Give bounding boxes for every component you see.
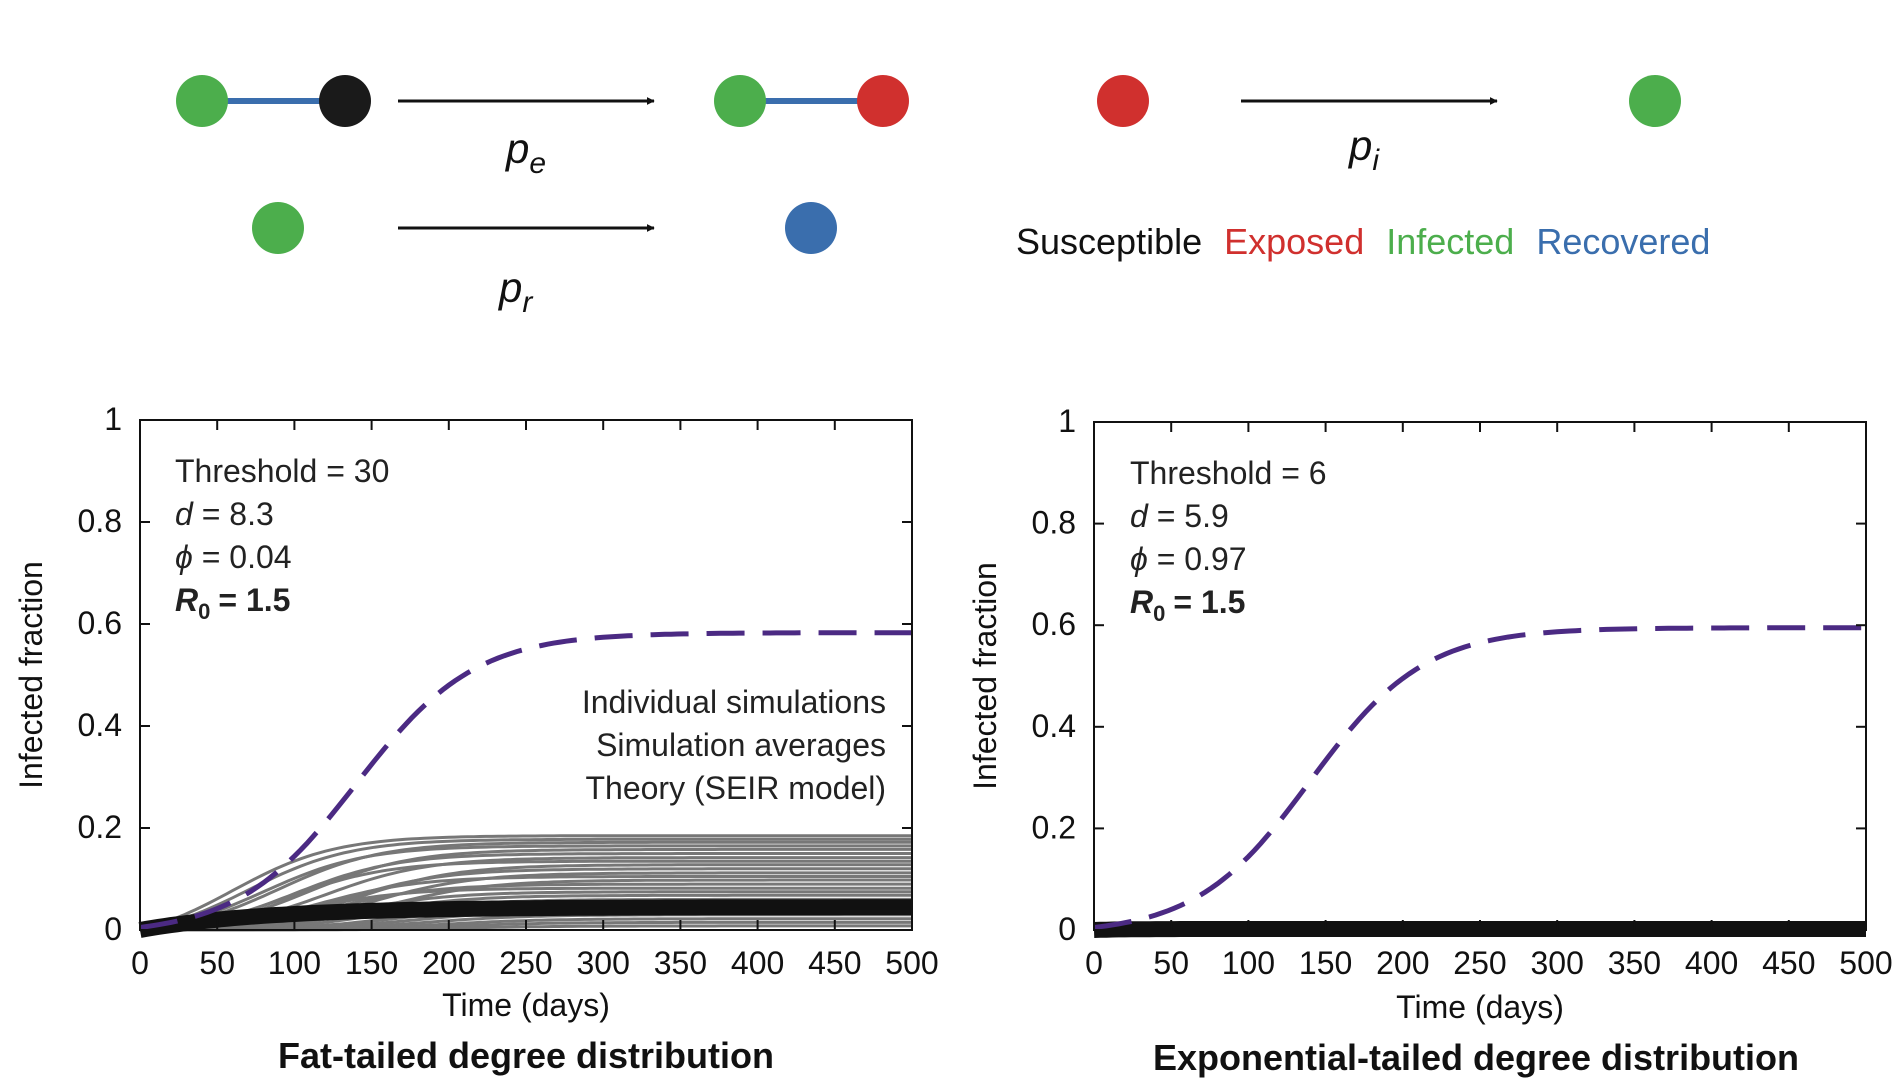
label-pi: pi (1347, 122, 1380, 177)
y-tick-label: 0.4 (78, 707, 122, 743)
x-axis-label: Time (days) (442, 987, 610, 1023)
individual-simulation-line (139, 890, 912, 932)
x-tick-label: 0 (1085, 945, 1103, 981)
infected-node (714, 75, 766, 127)
x-tick-label: 0 (131, 945, 149, 981)
x-tick-label: 200 (1376, 945, 1429, 981)
x-tick-labels: 0 50 100 150 200 250 300 350 400 450 500 (1085, 945, 1893, 981)
theory-curve (139, 630, 912, 930)
y-tick-label: 0.8 (78, 503, 122, 539)
infected-node (1629, 75, 1681, 127)
annot-d: d = 5.9 (1130, 498, 1229, 534)
x-tick-label: 300 (1531, 945, 1584, 981)
y-tick-label: 0.2 (1032, 809, 1076, 845)
theory-curve (1093, 625, 1866, 930)
chart-fat-tailed: 0 50 100 150 200 250 300 350 400 450 500 0 0.2 0.4 0.… (13, 401, 939, 1076)
chart-exponential-tailed: 0 50 100 150 200 250 300 350 400 450 500 0 0.2 0.4 0.… (967, 403, 1893, 1078)
y-tick-labels: 0 0.2 0.4 0.6 0.8 1 (78, 401, 122, 947)
y-tick-label: 0.2 (78, 809, 122, 845)
y-tick-labels: 0 0.2 0.4 0.6 0.8 1 (1032, 403, 1076, 947)
simulation-average-line (138, 899, 912, 938)
x-tick-label: 300 (577, 945, 630, 981)
legend-infected: Infected (1386, 221, 1514, 262)
state-legend: Susceptible Exposed Infected Recovered (1016, 221, 1710, 262)
x-tick-label: 100 (268, 945, 321, 981)
y-axis-label: Infected fraction (967, 562, 1003, 790)
x-tick-label: 250 (1453, 945, 1506, 981)
theory-seir-line (1093, 625, 1866, 930)
y-tick-label: 0 (104, 911, 122, 947)
y-tick-label: 0.4 (1032, 708, 1076, 744)
infected-node (176, 75, 228, 127)
chart-title: Exponential-tailed degree distribution (1153, 1037, 1799, 1078)
label-pr: pr (497, 264, 533, 319)
chart-title: Fat-tailed degree distribution (278, 1035, 774, 1076)
x-tick-label: 350 (1608, 945, 1661, 981)
axis-ticks (1093, 421, 1867, 931)
x-tick-label: 350 (654, 945, 707, 981)
x-tick-label: 400 (1685, 945, 1738, 981)
x-axis-label: Time (days) (1396, 989, 1564, 1025)
x-tick-label: 500 (885, 945, 938, 981)
annot-r0: R0 = 1.5 (1130, 584, 1245, 626)
y-tick-label: 0.6 (78, 605, 122, 641)
x-tick-label: 250 (499, 945, 552, 981)
infected-node (252, 202, 304, 254)
annot-phi: ϕ = 0.04 (175, 539, 292, 575)
legend-recovered: Recovered (1536, 221, 1710, 262)
x-tick-label: 150 (1299, 945, 1352, 981)
legend-average: Simulation averages (596, 727, 886, 763)
recovered-node (785, 202, 837, 254)
susceptible-node (319, 75, 371, 127)
exposed-node (857, 75, 909, 127)
x-tick-label: 150 (345, 945, 398, 981)
individual-simulation-line (139, 847, 912, 932)
annot-threshold: Threshold = 30 (175, 453, 389, 489)
annot-r0: R0 = 1.5 (175, 582, 290, 624)
y-axis-label: Infected fraction (13, 561, 49, 789)
x-tick-labels: 0 50 100 150 200 250 300 350 400 450 500 (131, 945, 939, 981)
x-tick-label: 450 (808, 945, 861, 981)
y-tick-label: 0.8 (1032, 505, 1076, 541)
annot-threshold: Threshold = 6 (1130, 455, 1327, 491)
x-tick-label: 50 (199, 945, 235, 981)
annot-d: d = 8.3 (175, 496, 274, 532)
x-tick-label: 450 (1762, 945, 1815, 981)
transition-diagram: pe pi pr Susceptible Exposed Infected Recov… (176, 75, 1710, 319)
x-tick-label: 200 (422, 945, 475, 981)
legend-theory: Theory (SEIR model) (585, 770, 886, 806)
x-tick-label: 400 (731, 945, 784, 981)
x-tick-label: 500 (1839, 945, 1892, 981)
theory-seir-line (139, 630, 912, 930)
axis-ticks (139, 419, 913, 931)
annot-phi: ϕ = 0.97 (1130, 541, 1247, 577)
legend-susceptible: Susceptible (1016, 221, 1202, 262)
y-tick-label: 1 (104, 401, 122, 437)
legend-exposed: Exposed (1224, 221, 1364, 262)
y-tick-label: 0.6 (1032, 606, 1076, 642)
y-tick-label: 0 (1058, 911, 1076, 947)
individual-simulation-line (139, 844, 912, 932)
simulation-average (138, 899, 912, 938)
legend-individual: Individual simulations (582, 684, 886, 720)
x-tick-label: 50 (1153, 945, 1189, 981)
x-tick-label: 100 (1222, 945, 1275, 981)
y-tick-label: 1 (1058, 403, 1076, 439)
exposed-node (1097, 75, 1149, 127)
individual-simulation-line (139, 834, 912, 932)
individual-simulation-line (139, 859, 912, 932)
label-pe: pe (504, 125, 546, 180)
individual-simulation-line (139, 840, 912, 932)
